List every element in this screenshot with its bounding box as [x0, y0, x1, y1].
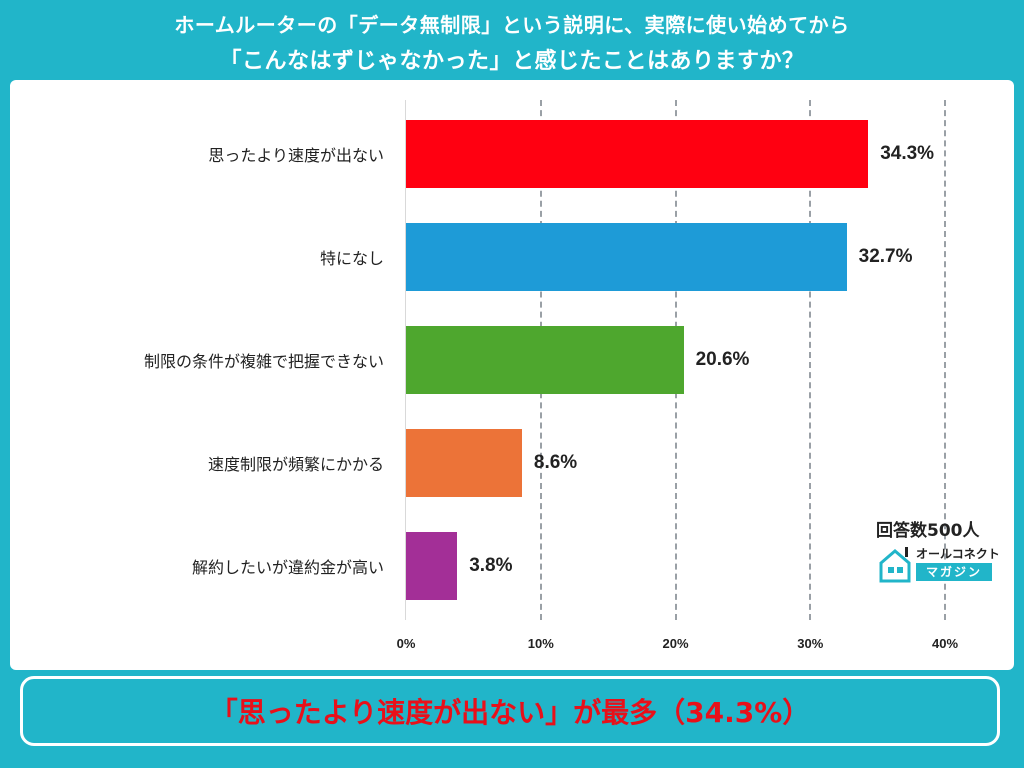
category-label: 思ったより速度が出ない: [208, 146, 384, 165]
data-label: 8.6%: [533, 452, 578, 473]
title-line-1: ホームルーターの「データ無制限」という説明に、実際に使い始めてから: [174, 13, 850, 37]
x-tick-label: 20%: [662, 636, 689, 651]
title-line-2: 「こんなはずじゃなかった」と感じたことはありますか？: [219, 49, 805, 74]
gridline: [809, 100, 812, 620]
data-label: 34.3%: [880, 143, 935, 164]
x-tick-label: 0%: [396, 636, 416, 651]
data-label: 3.8%: [469, 555, 513, 576]
category-label: 解約したいが違約金が高い: [191, 558, 384, 577]
logo-text-top: オールコネクト: [916, 547, 1000, 561]
respondent-count: 回答数500人: [876, 521, 980, 541]
data-label: 32.7%: [858, 246, 913, 267]
brand-logo: オールコネクト マガジン: [878, 545, 1000, 585]
category-label: 速度制限が頻繁にかかる: [207, 455, 384, 474]
house-icon: [879, 547, 911, 583]
chart-title: ホームルーターの「データ無制限」という説明に、実際に使い始めてから 「こんなはず…: [0, 0, 1024, 80]
data-label: 20.6%: [695, 349, 750, 370]
x-tick-label: 30%: [797, 636, 824, 651]
category-label: 制限の条件が複雑で把握できない: [143, 352, 384, 371]
bar: [406, 120, 869, 188]
bar: [406, 532, 458, 600]
bar: [406, 326, 684, 394]
x-tick-label: 40%: [931, 636, 959, 651]
bar: [406, 223, 847, 291]
bar: [406, 429, 522, 497]
x-tick-label: 10%: [527, 636, 554, 651]
y-axis-line: [405, 100, 406, 620]
summary-text: 「思ったより速度が出ない」が最多（34.3%）: [209, 696, 811, 729]
category-label: 特になし: [319, 249, 384, 268]
summary-banner: 「思ったより速度が出ない」が最多（34.3%）: [20, 676, 1000, 746]
gridline: [944, 100, 946, 620]
logo-text-bottom: マガジン: [916, 563, 992, 581]
